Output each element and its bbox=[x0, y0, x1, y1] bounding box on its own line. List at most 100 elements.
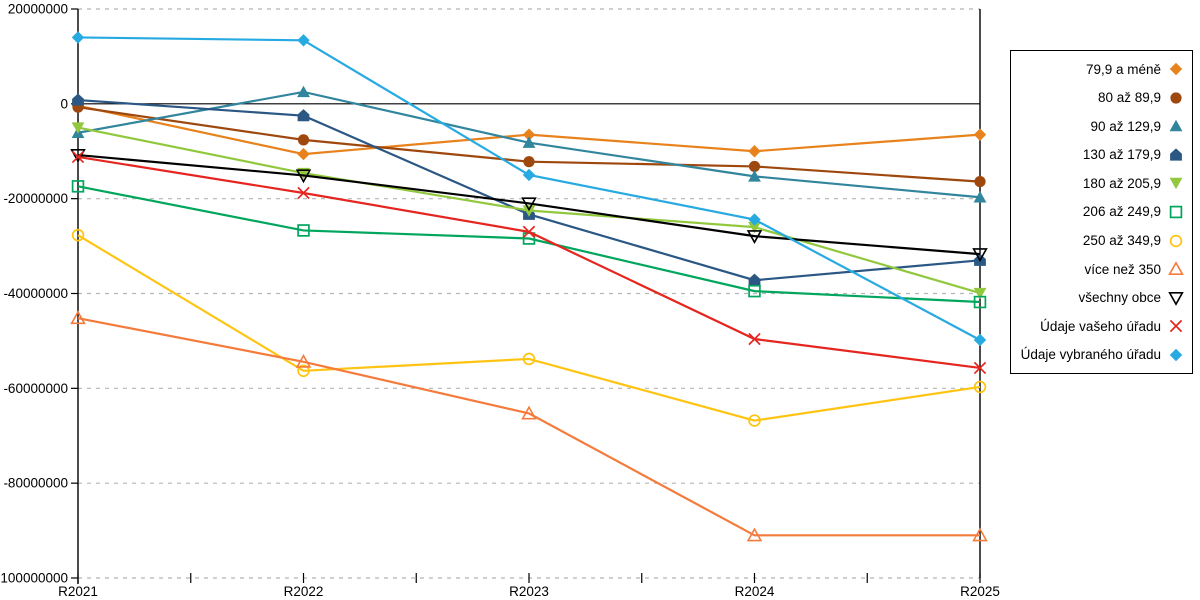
square-open-marker-icon bbox=[973, 295, 987, 309]
x-legend-marker-icon bbox=[1169, 320, 1183, 333]
circle-open-marker-icon bbox=[1169, 234, 1183, 247]
legend-item-3: 90 až 129,9 bbox=[1017, 115, 1184, 137]
x-marker-icon bbox=[973, 361, 987, 375]
series-11 bbox=[71, 31, 987, 347]
y-tick-label: -100000000 bbox=[0, 571, 68, 586]
square-open-marker-icon bbox=[1169, 205, 1183, 219]
triangle-up-open-marker-icon bbox=[746, 527, 763, 542]
series-line bbox=[77, 317, 980, 537]
x-marker-icon bbox=[1169, 320, 1183, 333]
y-tick-label: 20000000 bbox=[8, 2, 68, 17]
diamond-marker-icon bbox=[1169, 348, 1183, 362]
series-line bbox=[77, 153, 981, 256]
y-tick-label: -80000000 bbox=[3, 476, 68, 491]
legend-label: 79,9 a méně bbox=[1085, 61, 1161, 77]
triangle-down-open-marker-icon bbox=[746, 230, 763, 244]
legend-label: 80 až 89,9 bbox=[1097, 90, 1161, 106]
series-6 bbox=[71, 180, 987, 309]
x-marker-icon bbox=[748, 332, 761, 346]
square-open-marker-icon bbox=[522, 232, 536, 245]
legend-label: všechny obce bbox=[1078, 290, 1161, 306]
legend-item-7: 250 až 349,9 bbox=[1017, 230, 1184, 252]
diamond-marker-icon bbox=[522, 168, 536, 182]
legend-label: Údaje vašeho úřadu bbox=[1040, 318, 1161, 334]
legend-item-1: 79,9 a méně bbox=[1017, 58, 1184, 80]
legend-item-2: 80 až 89,9 bbox=[1017, 87, 1184, 109]
legend-label: více než 350 bbox=[1084, 261, 1161, 277]
diamond-legend-marker-icon bbox=[1169, 62, 1183, 76]
triangle-up-marker-icon bbox=[1169, 119, 1183, 132]
triangle-up-marker-icon bbox=[297, 85, 310, 98]
legend-label: 206 až 249,9 bbox=[1082, 204, 1161, 220]
series-9 bbox=[70, 149, 988, 262]
circle-marker-icon bbox=[297, 134, 310, 146]
triangle-up-legend-marker-icon bbox=[1169, 119, 1183, 132]
triangle-up-open-marker-icon bbox=[70, 310, 86, 325]
triangle-up-open-marker-icon bbox=[1168, 261, 1184, 276]
triangle-down-open-legend-marker-icon bbox=[1168, 291, 1184, 306]
legend-label: 180 až 205,9 bbox=[1082, 175, 1161, 191]
series-line bbox=[77, 234, 981, 422]
diamond-marker-icon bbox=[1169, 62, 1183, 76]
triangle-down-marker-icon bbox=[748, 221, 761, 234]
square-open-marker-icon bbox=[748, 284, 761, 298]
triangle-down-marker-icon bbox=[71, 122, 85, 134]
x-axis-label: R2023 bbox=[509, 584, 549, 599]
square-open-marker-icon bbox=[71, 180, 85, 193]
series-8 bbox=[70, 310, 988, 542]
y-tick-label: -20000000 bbox=[3, 191, 68, 206]
diamond-marker-icon bbox=[71, 31, 85, 44]
legend-label: 250 až 349,9 bbox=[1082, 233, 1161, 249]
diamond-marker-icon bbox=[297, 34, 310, 47]
diamond-marker-icon bbox=[522, 128, 536, 141]
triangle-down-legend-marker-icon bbox=[1169, 178, 1183, 190]
legend-item-10: Údaje vašeho úřadu bbox=[1017, 315, 1184, 337]
circle-legend-marker-icon bbox=[1170, 91, 1182, 104]
circle-marker-icon bbox=[748, 160, 761, 173]
x-marker-icon bbox=[522, 225, 536, 239]
legend-label: 130 až 179,9 bbox=[1082, 147, 1161, 163]
triangle-down-open-marker-icon bbox=[1168, 291, 1184, 306]
circle-open-marker-icon bbox=[748, 414, 761, 427]
triangle-up-open-marker-icon bbox=[521, 405, 537, 420]
legend-item-6: 206 až 249,9 bbox=[1017, 201, 1184, 223]
square-open-marker-icon bbox=[297, 224, 310, 237]
triangle-up-marker-icon bbox=[973, 191, 987, 203]
x-axis-label: R2024 bbox=[735, 584, 775, 599]
y-tick-label: -40000000 bbox=[3, 286, 68, 301]
circle-open-marker-icon bbox=[297, 364, 310, 378]
diamond-marker-icon bbox=[973, 333, 987, 347]
y-tick-label: -60000000 bbox=[3, 381, 68, 396]
legend-item-4: 130 až 179,9 bbox=[1017, 144, 1184, 166]
x-marker-icon bbox=[71, 150, 85, 164]
circle-open-marker-icon bbox=[522, 352, 536, 366]
y-tick-label: 0 bbox=[60, 96, 68, 111]
triangle-down-open-marker-icon bbox=[521, 197, 537, 212]
pentagon-marker-icon bbox=[748, 273, 761, 286]
circle-open-legend-marker-icon bbox=[1169, 234, 1183, 247]
circle-open-marker-icon bbox=[71, 228, 85, 242]
triangle-down-open-marker-icon bbox=[972, 248, 988, 262]
triangle-up-marker-icon bbox=[522, 136, 536, 148]
legend-label: 90 až 129,9 bbox=[1090, 118, 1161, 134]
diamond-marker-icon bbox=[297, 147, 310, 161]
series-10 bbox=[71, 150, 987, 375]
triangle-down-open-marker-icon bbox=[295, 169, 312, 184]
pentagon-marker-icon bbox=[297, 109, 310, 122]
series-2 bbox=[72, 101, 986, 188]
pentagon-marker-icon bbox=[72, 93, 84, 106]
legend-item-11: Údaje vybraného úřadu bbox=[1017, 344, 1184, 366]
circle-marker-icon bbox=[974, 175, 986, 188]
legend: 79,9 a méně 80 až 89,9 90 až 129,9 130 až 1… bbox=[1010, 50, 1193, 374]
diamond-marker-icon bbox=[748, 213, 761, 226]
x-axis-label: R2025 bbox=[960, 584, 1000, 599]
legend-item-8: více než 350 bbox=[1017, 258, 1184, 280]
square-open-legend-marker-icon bbox=[1169, 205, 1183, 219]
circle-open-marker-icon bbox=[973, 380, 987, 394]
triangle-down-marker-icon bbox=[973, 287, 987, 300]
triangle-up-marker-icon bbox=[748, 170, 761, 182]
legend-item-5: 180 až 205,9 bbox=[1017, 172, 1184, 194]
diamond-marker-icon bbox=[748, 145, 761, 158]
series-4 bbox=[72, 93, 986, 286]
